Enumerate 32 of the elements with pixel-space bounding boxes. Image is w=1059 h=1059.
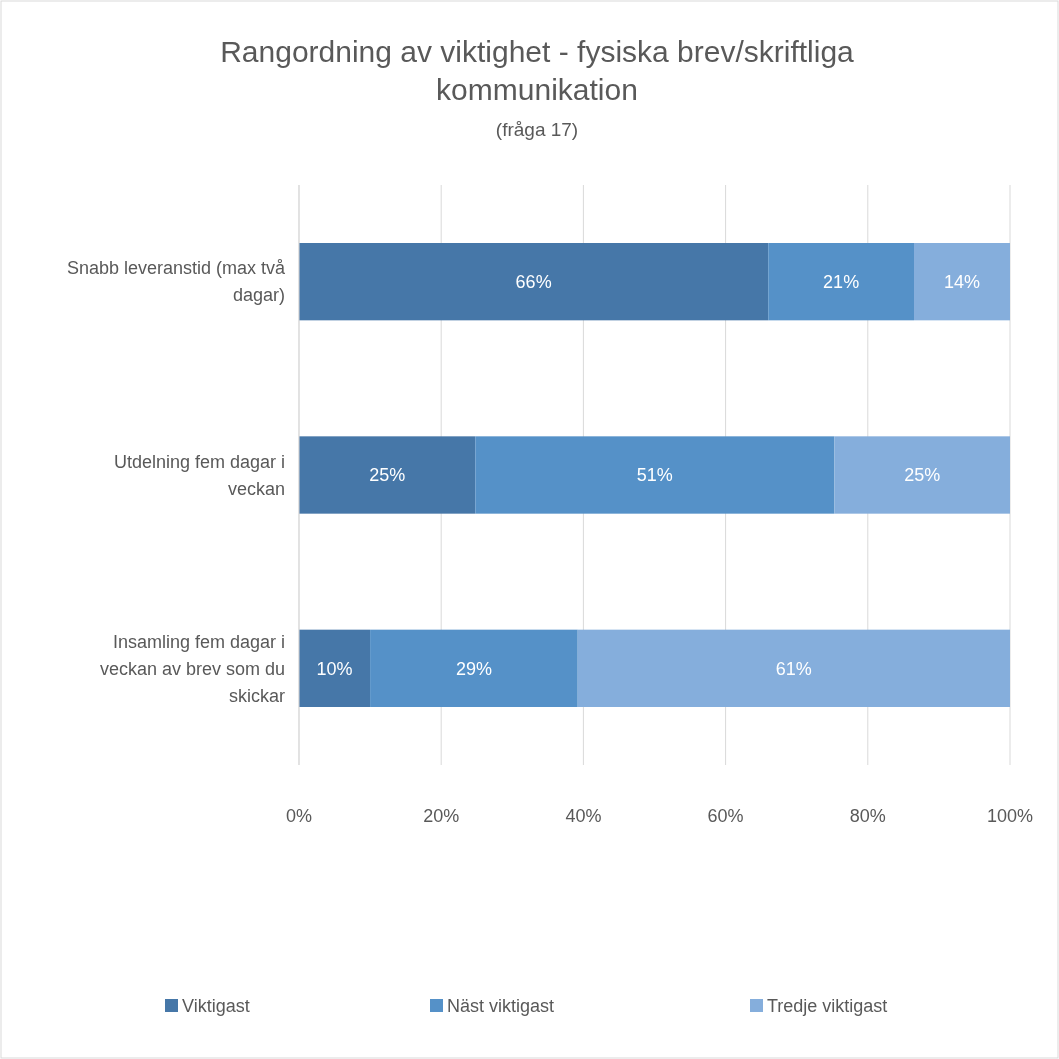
bar [914, 243, 1010, 321]
bar [370, 629, 578, 707]
bar [768, 243, 915, 321]
x-tick-label: 60% [707, 806, 744, 826]
legend-label: Tredje viktigast [767, 996, 888, 1017]
legend-label: Viktigast [182, 996, 250, 1017]
x-tick-label: 20% [423, 806, 460, 826]
chart-title: Rangordning av viktighet - fysiska brev/skriftliga kommunikation [220, 35, 855, 106]
data-label: 25% [369, 465, 406, 486]
x-tick-label: 100% [986, 806, 1034, 826]
x-tick-label: 40% [565, 806, 602, 826]
x-tick-label: 80% [849, 806, 886, 826]
bar [475, 436, 835, 514]
chart-subtitle: (fråga 17) [495, 119, 579, 140]
data-label: 21% [823, 271, 860, 292]
bar [577, 629, 1010, 707]
legend-label: Näst viktigast [447, 996, 555, 1017]
data-label: 51% [636, 465, 673, 486]
bar [299, 629, 371, 707]
data-label: 25% [904, 465, 941, 486]
y-tick-label: Snabb leveranstid (max två dagar) [66, 258, 286, 306]
x-tick-label: 0% [285, 806, 313, 826]
data-label: 61% [775, 658, 812, 679]
data-label: 14% [943, 271, 981, 292]
data-label: 10% [316, 658, 353, 679]
bar [299, 243, 769, 321]
data-label: 66% [515, 271, 552, 292]
y-tick-label: Utdelning fem dagar i veckan [113, 451, 285, 499]
y-tick-label: Insamling fem dagar i veckan av brev som du skickar [99, 631, 285, 706]
data-label: 29% [455, 658, 492, 679]
bar [834, 436, 1010, 514]
bar [299, 436, 476, 514]
